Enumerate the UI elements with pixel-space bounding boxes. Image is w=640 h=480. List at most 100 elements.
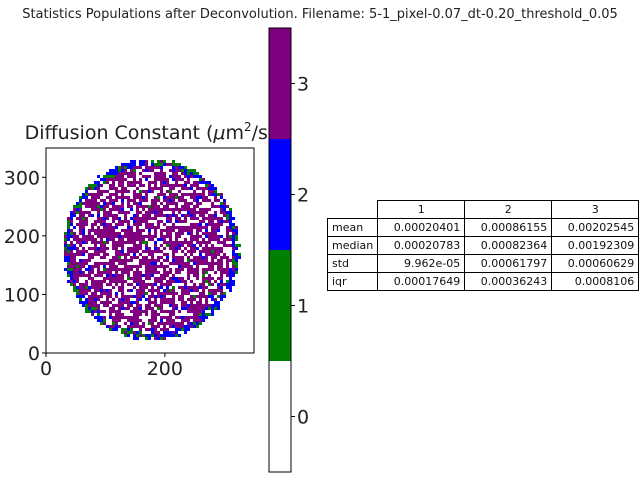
heatmap-pixel [211, 256, 214, 259]
heatmap-pixel [199, 223, 202, 226]
heatmap-pixel [94, 292, 97, 295]
heatmap-pixel [67, 226, 70, 229]
heatmap-pixel [142, 334, 145, 337]
heatmap-pixel [85, 193, 88, 196]
heatmap-pixel [175, 202, 178, 205]
heatmap-pixel [187, 289, 190, 292]
heatmap-pixel [178, 310, 181, 313]
heatmap-pixel [232, 262, 235, 265]
heatmap-pixel [163, 247, 166, 250]
heatmap-pixel [172, 310, 175, 313]
heatmap-pixel [169, 331, 172, 334]
heatmap-pixel [151, 319, 154, 322]
heatmap-pixel [76, 253, 79, 256]
heatmap-pixel [211, 202, 214, 205]
heatmap-pixel [121, 253, 124, 256]
heatmap-pixel [196, 187, 199, 190]
heatmap-pixel [94, 184, 97, 187]
heatmap-pixel [109, 226, 112, 229]
heatmap-pixel [208, 262, 211, 265]
heatmap-pixel [232, 274, 235, 277]
heatmap-pixel [115, 166, 118, 169]
heatmap-pixel [178, 334, 181, 337]
heatmap-pixel [223, 211, 226, 214]
heatmap-pixel [166, 196, 169, 199]
heatmap-pixel [79, 250, 82, 253]
heatmap-pixel [79, 241, 82, 244]
heatmap-pixel [88, 202, 91, 205]
heatmap-pixel [115, 244, 118, 247]
heatmap-pixel [109, 169, 112, 172]
heatmap-pixel [193, 271, 196, 274]
heatmap-pixel [127, 247, 130, 250]
heatmap-pixel [136, 256, 139, 259]
heatmap-pixel [166, 214, 169, 217]
heatmap-pixel [97, 316, 100, 319]
heatmap-pixel [100, 274, 103, 277]
table-row: iqr 0.00017649 0.00036243 0.0008106 [326, 272, 640, 291]
heatmap-pixel [112, 277, 115, 280]
heatmap-pixel [151, 199, 154, 202]
heatmap-pixel [112, 202, 115, 205]
heatmap-pixel [124, 253, 127, 256]
heatmap-pixel [136, 313, 139, 316]
heatmap-pixel [112, 184, 115, 187]
heatmap-pixel [178, 229, 181, 232]
heatmap-pixel [91, 199, 94, 202]
heatmap-pixel [121, 166, 124, 169]
heatmap-pixel [232, 226, 235, 229]
heatmap-pixel [73, 289, 76, 292]
heatmap-pixel [172, 304, 175, 307]
heatmap-pixel [187, 259, 190, 262]
heatmap-pixel [85, 310, 88, 313]
heatmap-pixel [226, 205, 229, 208]
heatmap-pixel [184, 208, 187, 211]
heatmap-pixel [133, 337, 136, 340]
heatmap-pixel [106, 304, 109, 307]
heatmap-pixel [172, 163, 175, 166]
heatmap-pixel [214, 190, 217, 193]
heatmap-pixel [73, 205, 76, 208]
heatmap-pixel [127, 304, 130, 307]
heatmap-pixel [202, 286, 205, 289]
heatmap-pixel [190, 310, 193, 313]
heatmap-pixel [193, 214, 196, 217]
heatmap-pixel [142, 259, 145, 262]
heatmap-pixel [127, 238, 130, 241]
heatmap-pixel [205, 235, 208, 238]
heatmap-pixel [205, 277, 208, 280]
heatmap-pixel [112, 319, 115, 322]
heatmap-pixel [121, 205, 124, 208]
heatmap-pixel [64, 238, 67, 241]
heatmap-pixel [154, 241, 157, 244]
heatmap-pixel [205, 256, 208, 259]
heatmap-pixel [67, 217, 70, 220]
heatmap-pixel [187, 271, 190, 274]
heatmap-pixel [112, 256, 115, 259]
heatmap-pixel [73, 238, 76, 241]
heatmap-pixel [181, 328, 184, 331]
heatmap-pixel [208, 208, 211, 211]
heatmap-pixel [214, 205, 217, 208]
heatmap-pixel [205, 181, 208, 184]
heatmap-pixel [193, 262, 196, 265]
heatmap-pixel [91, 193, 94, 196]
heatmap-pixel [166, 298, 169, 301]
table-row: mean 0.00020401 0.00086155 0.00202545 [326, 218, 640, 237]
heatmap-pixel [163, 328, 166, 331]
heatmap-pixel [82, 220, 85, 223]
heatmap-pixel [112, 304, 115, 307]
heatmap-pixel [148, 217, 151, 220]
heatmap-pixel [175, 232, 178, 235]
heatmap-pixel [115, 253, 118, 256]
heatmap-pixel [115, 268, 118, 271]
heatmap-pixel [97, 262, 100, 265]
heatmap-pixel [184, 265, 187, 268]
heatmap-pixel [91, 205, 94, 208]
heatmap-pixel [172, 166, 175, 169]
heatmap-pixel [124, 166, 127, 169]
heatmap-pixel [154, 175, 157, 178]
heatmap-pixel [214, 196, 217, 199]
heatmap-pixel [163, 271, 166, 274]
heatmap-pixel [169, 193, 172, 196]
